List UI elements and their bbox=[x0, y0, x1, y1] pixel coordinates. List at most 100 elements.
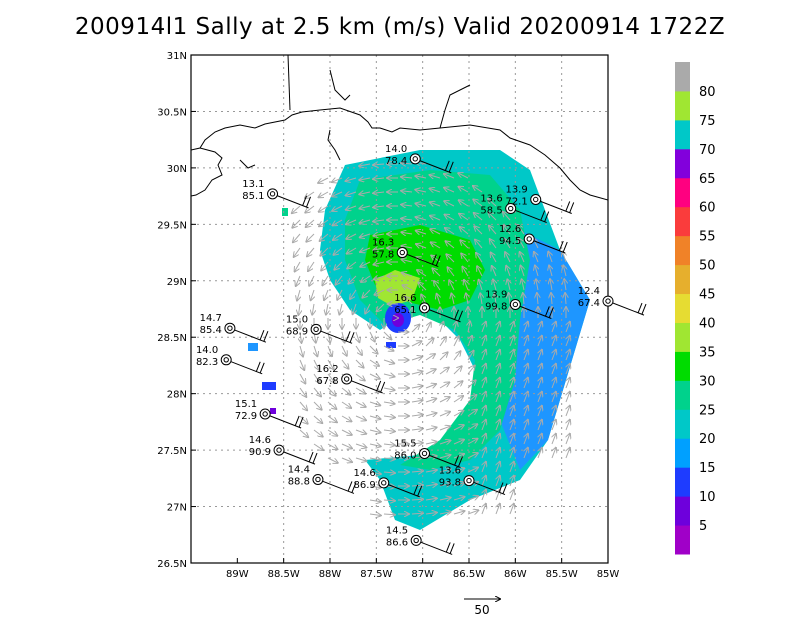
colorbar-segment bbox=[675, 322, 690, 352]
station-marker-outer bbox=[419, 447, 431, 459]
barb-flag bbox=[263, 331, 269, 342]
wind-vector bbox=[322, 275, 329, 285]
wind-vector bbox=[473, 199, 483, 207]
wind-vector bbox=[524, 350, 528, 361]
colorbar-label: 55 bbox=[699, 230, 716, 245]
wind-vector bbox=[411, 429, 423, 430]
wind-vector bbox=[355, 401, 366, 407]
wind-vector bbox=[480, 293, 482, 305]
wind-vector bbox=[299, 373, 305, 384]
wind-vector bbox=[425, 338, 434, 347]
wind-vector bbox=[405, 297, 413, 305]
wind-vector bbox=[416, 244, 427, 248]
wind-vector bbox=[425, 399, 436, 402]
wind-vector bbox=[482, 490, 486, 501]
station-label-1: 13.9 bbox=[505, 184, 527, 195]
wind-vector bbox=[321, 261, 329, 271]
barb-flag bbox=[259, 362, 265, 373]
wind-vector bbox=[374, 276, 385, 279]
wind-vector bbox=[482, 420, 486, 431]
station-label-1: 16.6 bbox=[394, 293, 416, 304]
wind-vector bbox=[510, 406, 514, 417]
wind-vector bbox=[453, 440, 464, 445]
wind-vector bbox=[320, 233, 329, 241]
station-marker-inner bbox=[413, 537, 419, 544]
wind-vector bbox=[328, 345, 332, 356]
wind-vector bbox=[538, 364, 542, 375]
wind-vector bbox=[563, 252, 567, 263]
wind-barb bbox=[229, 327, 267, 343]
wind-vector bbox=[538, 378, 542, 389]
station-marker-outer bbox=[602, 295, 614, 307]
station-marker-inner bbox=[315, 476, 321, 483]
wind-vector bbox=[460, 227, 469, 235]
station-label-2: 88.8 bbox=[288, 476, 310, 487]
colorbar-segment bbox=[675, 496, 690, 526]
wind-vector bbox=[453, 336, 459, 347]
barb-flag bbox=[435, 255, 441, 266]
colorbar-segment bbox=[675, 438, 690, 468]
wind-vector bbox=[552, 336, 556, 347]
colorbar-label: 65 bbox=[699, 172, 716, 187]
wind-vector bbox=[538, 406, 542, 417]
wind-vector bbox=[334, 261, 343, 270]
wind-vector bbox=[488, 212, 497, 221]
wind-barb bbox=[415, 539, 453, 555]
wind-barb bbox=[278, 449, 316, 465]
station-label-1: 14.4 bbox=[288, 464, 310, 475]
lat-tick-label: 29.5N bbox=[157, 220, 187, 231]
wind-vector bbox=[332, 178, 343, 182]
wind-vector bbox=[355, 415, 366, 420]
wind-vectors bbox=[292, 162, 570, 516]
wind-vector bbox=[510, 350, 514, 361]
wind-vector bbox=[566, 420, 570, 431]
station: 13.999.8 bbox=[485, 289, 554, 319]
colorbar-label: 80 bbox=[699, 85, 716, 100]
wind-vector bbox=[467, 410, 477, 417]
lat-tick-label: 27.5N bbox=[157, 446, 187, 457]
wind-vector bbox=[439, 426, 450, 430]
colorbar-segment bbox=[675, 62, 690, 92]
colorbar-label: 25 bbox=[699, 403, 716, 418]
wind-vector bbox=[369, 500, 381, 502]
wind-vector bbox=[307, 247, 315, 256]
colorbar-segment bbox=[675, 293, 690, 323]
barb-flag bbox=[417, 485, 423, 497]
station: 15.068.9 bbox=[286, 314, 355, 344]
wind-vector bbox=[496, 322, 500, 333]
wind-vector bbox=[425, 369, 436, 375]
station-marker-inner bbox=[262, 411, 268, 417]
eye bbox=[392, 313, 404, 327]
wind-vector bbox=[411, 341, 422, 347]
station-label-1: 13.1 bbox=[242, 179, 264, 190]
station-label-2: 65.1 bbox=[394, 305, 416, 316]
station-label-1: 13.6 bbox=[439, 466, 461, 477]
station-label-2: 72.1 bbox=[505, 196, 527, 207]
wind-vector bbox=[401, 205, 413, 206]
wind-vector bbox=[474, 213, 483, 221]
station-label-2: 86.0 bbox=[394, 450, 416, 461]
wind-vector bbox=[505, 252, 511, 263]
station-label-2: 68.9 bbox=[286, 326, 308, 337]
lon-tick-label: 87.5W bbox=[360, 569, 392, 580]
wind-vector bbox=[373, 248, 385, 250]
station: 14.488.8 bbox=[288, 464, 357, 494]
wind-vector bbox=[538, 322, 542, 333]
wind-vector bbox=[306, 219, 315, 227]
wind-vector bbox=[313, 429, 323, 437]
station-marker-outer bbox=[509, 298, 521, 310]
wind-vector bbox=[510, 322, 514, 333]
barb-flag bbox=[548, 307, 554, 318]
wind-vector bbox=[355, 359, 364, 368]
wind-vector bbox=[537, 293, 538, 305]
wind-vector bbox=[453, 396, 463, 403]
station-marker-outer bbox=[378, 477, 390, 489]
wind-vector bbox=[318, 177, 329, 183]
wind-vector bbox=[356, 331, 359, 342]
wind-vector bbox=[411, 386, 423, 388]
barb-flag bbox=[347, 481, 353, 492]
plot-frame bbox=[190, 54, 609, 564]
wind-vector bbox=[474, 226, 483, 235]
wind-vector bbox=[415, 203, 427, 206]
station-label-1: 14.5 bbox=[386, 525, 408, 536]
